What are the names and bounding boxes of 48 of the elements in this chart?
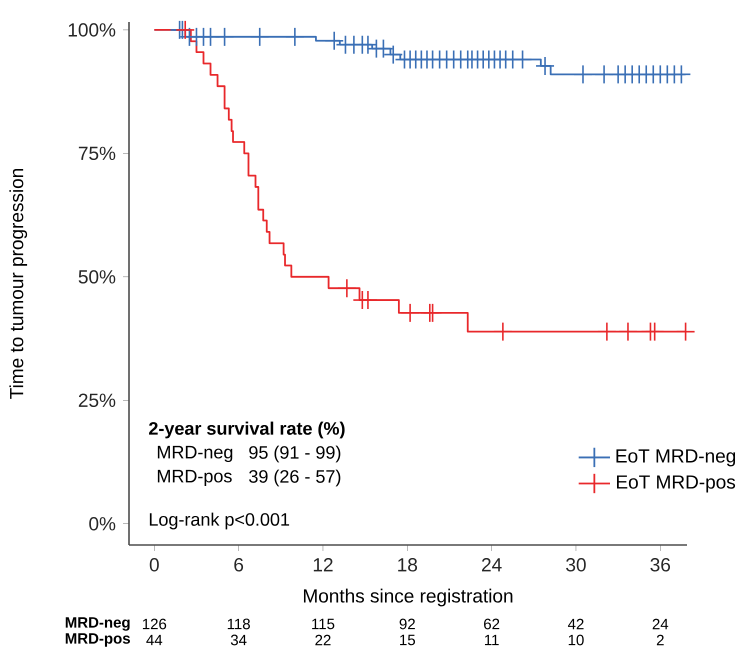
point [285,27,305,47]
text: 115 [312,618,334,630]
x-tick-label: 36 [650,558,670,572]
text: 126 [142,618,166,630]
y-tick-label: 25% [78,394,116,408]
point [672,64,692,84]
y-axis-title: Time to tumour progression [9,168,28,399]
legend-label: EoT MRD-neg [616,449,736,466]
annotation: 2-year survival rate (%) [149,422,345,438]
point [324,30,344,51]
annotation: MRD-neg [158,446,232,462]
text: 11 [484,634,499,646]
annotation: Log-rank p<0.001 [150,512,290,530]
text: 2 [656,634,664,646]
text: MRD-neg [66,617,130,631]
y-tick-label: 75% [78,146,116,160]
legend-label: EoT MRD-pos [617,475,736,492]
text: 10 [568,634,584,646]
point [535,56,555,76]
x-tick-label: 0 [150,558,159,572]
text: 24 [652,618,668,630]
point [676,322,696,342]
y-tick-label: 0% [89,517,116,530]
point [214,27,234,47]
point [358,34,378,55]
text: MRD-pos [66,633,130,647]
text: 92 [400,618,415,630]
text: 118 [228,618,250,630]
x-tick-label: 18 [398,558,418,572]
text: 62 [484,618,500,630]
x-tick-label: 24 [482,558,502,572]
annotation: MRD-pos [158,470,232,486]
point [573,64,593,84]
text: 34 [230,634,247,646]
text: 22 [315,634,331,646]
point [250,27,270,47]
x-tick-label: 30 [566,558,586,572]
x-tick-label: 12 [314,558,333,572]
text: 44 [146,634,162,646]
annotation: 39 (26 - 57) [249,470,340,486]
annotation: 95 (91 - 99) [249,446,340,462]
y-tick-label: 50% [78,270,116,284]
y-tick-label: 100% [68,23,116,37]
point [512,50,532,70]
text: 42 [568,618,584,630]
x-tick-label: 6 [234,558,244,572]
text: 15 [400,634,416,646]
x-axis-title: Months since registration [304,588,512,606]
